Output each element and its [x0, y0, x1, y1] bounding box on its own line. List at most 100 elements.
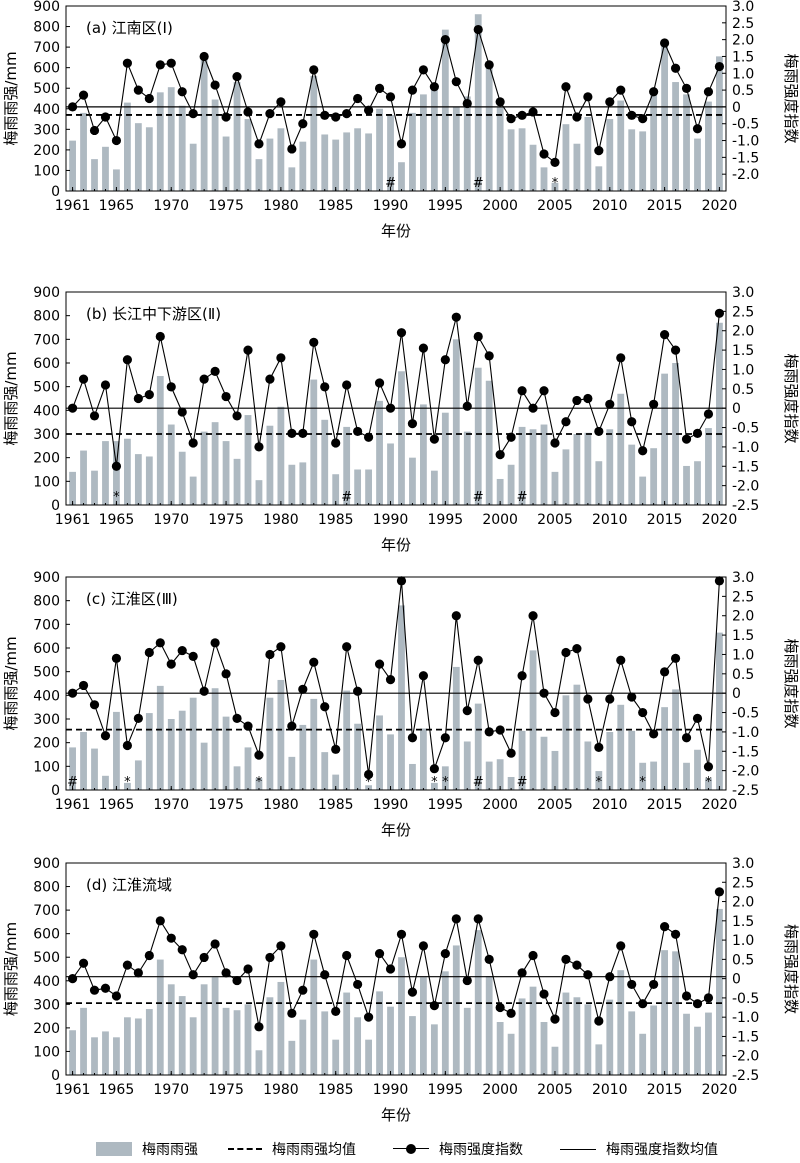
rain-bar [496, 478, 504, 505]
y-tick-label: 900 [33, 856, 60, 872]
index-point [605, 694, 615, 704]
plot-frame [65, 5, 727, 192]
anomaly-marker: # [473, 490, 484, 505]
y2-tick-label: 2.0 [732, 895, 754, 911]
x-tick-label: 1975 [208, 1082, 244, 1098]
rain-bar [288, 756, 296, 790]
index-point [692, 428, 703, 438]
index-point [627, 979, 637, 990]
x-tick-label: 2005 [537, 512, 573, 528]
index-point [353, 979, 363, 990]
index-point [539, 688, 549, 698]
y-tick-label: 0 [51, 498, 60, 514]
rain-bar [332, 1039, 340, 1075]
y-tick-label: 200 [33, 451, 60, 467]
panel-label: (b) 长江中下游区(Ⅱ) [86, 305, 221, 323]
index-point [210, 80, 220, 90]
index-point [166, 659, 176, 669]
index-point [429, 1001, 439, 1011]
rain-bar [277, 981, 285, 1075]
x-tick-label: 2020 [702, 1082, 738, 1098]
y2-tick-label: 2.0 [732, 33, 754, 49]
rain-bar [365, 785, 372, 790]
rain-bar [387, 114, 394, 191]
index-point [517, 386, 527, 396]
rain-bar [496, 1022, 504, 1075]
rain-bar [310, 379, 318, 505]
rain-bar [606, 732, 614, 790]
index-point [243, 721, 253, 731]
index-point [111, 653, 122, 663]
index-point [638, 999, 648, 1009]
rain-bar [244, 747, 252, 790]
rain-bar [156, 376, 164, 505]
rain-bar [134, 123, 142, 191]
index-point [418, 343, 429, 353]
rain-bar [80, 450, 87, 505]
y2-tick-label: -1.0 [732, 1010, 759, 1026]
rain-bar [661, 373, 669, 505]
index-point [583, 970, 593, 980]
index-point [331, 744, 341, 754]
rain-bar [398, 162, 405, 191]
index-point [385, 403, 396, 413]
index-point [331, 112, 341, 122]
rain-bar [102, 441, 109, 505]
index-point [703, 762, 714, 772]
x-tick-label: 1975 [208, 512, 244, 528]
rain-bar [365, 469, 372, 505]
rain-bar [562, 695, 570, 790]
rain-bar [321, 419, 329, 505]
rain-bar [672, 689, 679, 790]
index-point [616, 353, 626, 363]
rain-bar [420, 977, 427, 1075]
index-point [692, 713, 703, 723]
rain-bar [661, 707, 669, 790]
y2-tick-label: 2.5 [732, 16, 754, 32]
y2-tick-label: -0.5 [732, 706, 759, 722]
chart-panel-c: # * * * * * # # * * * 0 100 200 300 400 500 600 700 800 900 -… [2, 570, 800, 839]
index-point [221, 112, 231, 122]
index-point [660, 922, 670, 932]
x-tick-label: 2010 [592, 512, 628, 528]
x-tick-label: 1990 [373, 797, 409, 813]
index-point [232, 975, 242, 986]
index-point [561, 417, 571, 427]
index-point [681, 733, 692, 743]
rain-bar [266, 697, 274, 790]
index-point [506, 114, 516, 124]
x-tick-label: 1980 [263, 198, 299, 214]
rain-bar [167, 424, 175, 505]
anomaly-marker: * [596, 775, 603, 790]
y2-tick-label: -1.0 [732, 725, 759, 741]
index-point [111, 991, 122, 1001]
y2-tick-label: 2.0 [732, 609, 754, 625]
index-point [265, 952, 275, 963]
index-point [342, 642, 352, 652]
index-point [89, 985, 100, 995]
index-point [649, 729, 659, 739]
anomaly-marker: # [517, 490, 528, 505]
index-point [670, 345, 681, 355]
legend-item-index: 梅雨强度指数 [393, 1138, 523, 1160]
rain-bar [683, 465, 690, 505]
index-point [298, 684, 308, 694]
y2-tick-label: 3.0 [732, 570, 754, 586]
rain-bar [167, 87, 175, 191]
index-point [67, 974, 78, 984]
index-point [517, 671, 527, 681]
rain-bar [529, 144, 537, 191]
rain-bar [595, 1044, 603, 1075]
x-tick-label: 2005 [537, 1082, 573, 1098]
index-point [528, 403, 538, 413]
rain-bar [672, 951, 679, 1075]
x-tick-label: 1995 [428, 512, 464, 528]
index-point [660, 330, 670, 340]
index-point [221, 391, 231, 402]
index-point [484, 727, 494, 737]
index-point [188, 438, 198, 448]
index-point [670, 63, 681, 73]
index-point [100, 112, 111, 122]
x-tick-label: 2000 [482, 1082, 518, 1098]
chart-panel-a: # # *0100200300400500600700800900-2.0-1.5-… [2, 0, 800, 240]
